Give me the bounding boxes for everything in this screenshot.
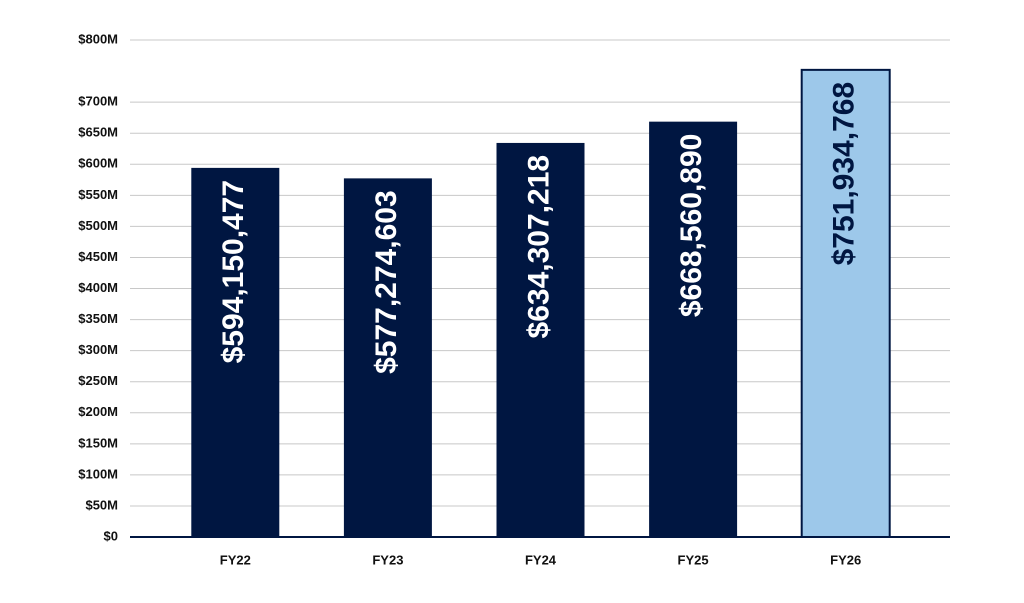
bar (649, 121, 738, 537)
y-tick-label: $700M (78, 94, 118, 109)
y-tick-label: $200M (78, 404, 118, 419)
y-tick-label: $650M (78, 125, 118, 140)
y-tick-label: $0 (104, 528, 118, 543)
y-tick-label: $500M (78, 218, 118, 233)
y-tick-label: $400M (78, 280, 118, 295)
value-label: $751,934,768 (828, 82, 861, 266)
value-label: $577,274,603 (370, 190, 403, 374)
y-tick-label: $50M (85, 497, 118, 512)
x-tick-label: FY23 (372, 552, 403, 567)
x-tick-label: FY22 (220, 552, 251, 567)
y-tick-label: $150M (78, 435, 118, 450)
y-tick-label: $450M (78, 249, 118, 264)
value-label: $594,150,477 (217, 180, 250, 364)
bar (191, 167, 280, 537)
y-tick-label: $550M (78, 187, 118, 202)
y-tick-label: $800M (78, 31, 118, 46)
y-tick-label: $300M (78, 342, 118, 357)
y-tick-label: $350M (78, 311, 118, 326)
value-label: $668,560,890 (675, 134, 708, 318)
y-tick-label: $100M (78, 466, 118, 481)
y-tick-label: $250M (78, 373, 118, 388)
value-label: $634,307,218 (522, 155, 555, 339)
x-tick-label: FY26 (830, 552, 861, 567)
y-tick-label: $600M (78, 156, 118, 171)
x-tick-label: FY25 (678, 552, 709, 567)
bar (800, 68, 891, 538)
bar (343, 178, 432, 537)
x-tick-label: FY24 (525, 552, 557, 567)
bar (496, 142, 585, 537)
